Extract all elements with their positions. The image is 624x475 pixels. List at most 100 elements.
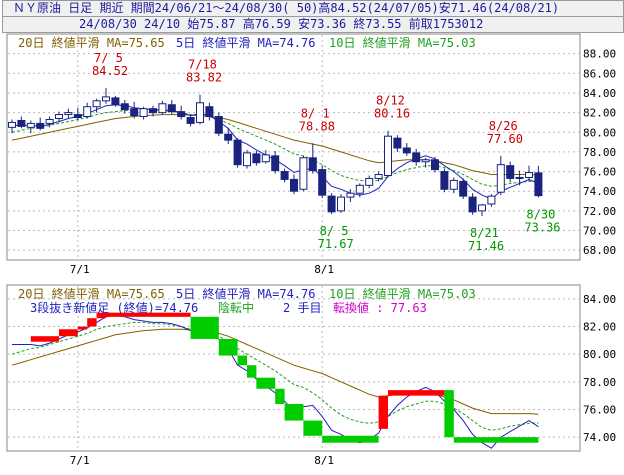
bottom-panel-y-axis: 74.00 76.00 78.00 80.00 82.00 84.00 <box>583 293 616 444</box>
status-step: 2 手目 <box>283 301 321 315</box>
candle-body <box>261 154 270 163</box>
low-value-label: 71.46 <box>468 239 504 253</box>
candle-body <box>214 116 223 134</box>
status-trend: 陰転中 <box>218 300 254 315</box>
candle-body <box>525 172 533 178</box>
candle-body <box>355 184 364 194</box>
top-panel-x-axis: 7/1 8/1 <box>70 263 334 276</box>
low-date-label: 8/30 <box>526 208 555 222</box>
break-brick-down <box>444 390 454 438</box>
break-brick-up <box>388 390 445 396</box>
candle-body <box>83 106 92 118</box>
candle-body <box>55 114 63 120</box>
candle-body <box>384 135 392 176</box>
p2-y-tick-label: 74.00 <box>583 431 616 444</box>
p1-y-tick-label: 76.00 <box>583 166 616 179</box>
p1-y-tick-label: 88.00 <box>583 48 616 61</box>
p1-y-tick-label: 72.00 <box>583 205 616 218</box>
candle-body <box>158 103 167 114</box>
legend-top-ma20: 20日 終値平滑 MA=75.65 <box>18 35 165 50</box>
break-brick-down <box>256 377 276 389</box>
header-row-2: 24/08/30 24/10 始75.87 高76.59 安73.36 終73.… <box>2 16 624 33</box>
p1-y-tick-label: 70.00 <box>583 225 616 238</box>
candle-body <box>167 104 176 113</box>
candle-body <box>421 159 430 163</box>
p2-y-tick-label: 80.00 <box>583 348 616 361</box>
break-brick-down <box>303 420 323 436</box>
high-date-label: 8/ 1 <box>301 106 330 120</box>
p1-x-tick-label: 8/1 <box>314 263 334 276</box>
candle-body <box>346 192 355 198</box>
top-panel-candles <box>8 87 543 217</box>
p1-y-tick-label: 68.00 <box>583 244 616 257</box>
low-value-label: 71.67 <box>318 237 354 251</box>
p1-y-tick-label: 78.00 <box>583 146 616 159</box>
candle-body <box>64 112 73 116</box>
bottom-panel-legend: 20日 終値平滑 MA=75.65 5日 終値平滑 MA=74.76 10日 終… <box>18 286 476 315</box>
p1-ma-line-ma20 <box>11 114 539 176</box>
candle-body <box>243 152 251 167</box>
break-brick-down <box>453 437 539 443</box>
legend-bottom-ma20: 20日 終値平滑 MA=75.65 <box>18 286 165 301</box>
candle-body <box>402 147 411 154</box>
p2-y-tick-label: 82.00 <box>583 321 616 334</box>
candle-body <box>45 118 54 124</box>
candle-body <box>374 174 383 179</box>
bottom-panel-bricks <box>30 312 539 443</box>
break-brick-up <box>106 312 191 317</box>
high-date-label: 8/12 <box>376 94 405 108</box>
p2-y-tick-label: 78.00 <box>583 376 616 389</box>
bottom-panel-x-axis: 7/1 8/1 <box>70 454 334 467</box>
p1-ma-line-ma10 <box>11 109 539 187</box>
candle-body <box>337 196 345 212</box>
low-date-label: 8/ 5 <box>320 224 349 238</box>
high-value-label: 84.52 <box>92 64 128 78</box>
candle-body <box>487 195 496 205</box>
legend-top-ma5: 5日 終値平滑 MA=74.76 <box>176 35 315 50</box>
p1-y-tick-label: 84.00 <box>583 87 616 100</box>
candle-body <box>196 102 204 123</box>
p1-y-tick-label: 82.00 <box>583 107 616 120</box>
p1-y-tick-label: 80.00 <box>583 126 616 139</box>
p2-y-tick-label: 76.00 <box>583 404 616 417</box>
header-line-1: ＮＹ原油 日足 期近 期間24/06/21～24/08/30( 50)高84.5… <box>13 1 560 15</box>
candle-body <box>73 114 82 119</box>
candle-body <box>271 155 280 172</box>
bottom-panel-frame <box>6 284 581 452</box>
break-brick-down <box>322 435 379 443</box>
candle-body <box>534 172 543 197</box>
candle-body <box>449 179 458 190</box>
candle-body <box>17 119 26 127</box>
status-break-value: 3段抜き新値足 (終値)=74.76 <box>30 300 198 315</box>
candle-body <box>252 153 261 164</box>
candle-body <box>365 177 374 186</box>
candle-body <box>496 164 505 193</box>
candle-body <box>459 180 468 197</box>
candle-body <box>186 117 195 124</box>
candle-body <box>299 157 308 190</box>
candle-body <box>290 178 298 192</box>
break-brick-down <box>190 316 219 339</box>
top-panel-y-axis: 68.00 70.00 72.00 74.00 76.00 78.00 80.00 82.00… <box>583 48 616 258</box>
legend-bottom-ma5: 5日 終値平滑 MA=74.76 <box>176 286 315 301</box>
break-brick-down <box>237 355 247 366</box>
break-brick-up <box>87 318 97 327</box>
candle-body <box>149 108 157 114</box>
candle-body <box>412 152 421 163</box>
candle-body <box>468 196 477 213</box>
top-panel-legend: 20日 終値平滑 MA=75.65 5日 終値平滑 MA=74.76 10日 終… <box>18 35 476 50</box>
candle-body <box>92 100 101 108</box>
break-brick-up <box>30 336 59 342</box>
candle-body <box>318 169 327 196</box>
candle-body <box>102 96 110 102</box>
break-brick-down <box>284 403 304 421</box>
high-value-label: 83.82 <box>186 71 222 85</box>
low-date-label: 8/21 <box>470 226 499 240</box>
candle-body <box>139 108 148 118</box>
candle-body <box>431 159 439 171</box>
candle-body <box>440 171 449 190</box>
p2-ma-line-ma10 <box>11 321 539 431</box>
break-brick-down <box>275 388 285 404</box>
candle-body <box>280 171 289 180</box>
